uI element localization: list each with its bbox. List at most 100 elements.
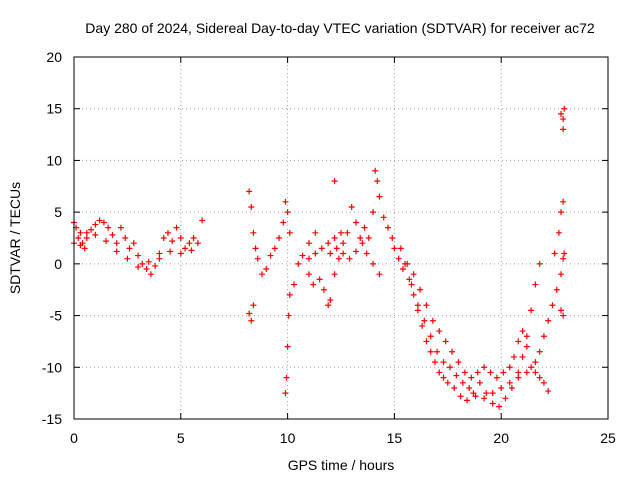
data-point (286, 291, 293, 298)
data-point (331, 235, 338, 241)
data-point (423, 302, 430, 309)
data-point (440, 359, 447, 366)
data-point (444, 379, 451, 386)
data-point (380, 214, 387, 221)
data-point (190, 235, 197, 241)
data-point (346, 255, 353, 262)
y-tick-label: 5 (54, 204, 62, 220)
data-point (258, 271, 265, 278)
data-point (414, 302, 421, 309)
data-point (397, 245, 404, 252)
data-point (553, 286, 560, 293)
data-point (305, 271, 312, 278)
data-point (474, 369, 481, 376)
data-point (124, 255, 131, 262)
data-point (500, 369, 507, 376)
data-point (561, 250, 568, 257)
data-point (186, 240, 193, 247)
data-point (194, 240, 201, 247)
data-point (147, 271, 154, 278)
data-point (560, 116, 567, 123)
data-point (410, 291, 417, 298)
data-point (167, 248, 174, 255)
data-point (406, 276, 413, 283)
data-point (126, 245, 133, 252)
data-point (481, 395, 488, 402)
data-point (489, 390, 496, 397)
data-point (421, 317, 428, 324)
data-point (250, 302, 257, 309)
data-point (109, 231, 116, 238)
x-tick-label: 10 (280, 430, 296, 446)
data-point (145, 258, 152, 265)
data-point (459, 379, 466, 386)
data-point (440, 374, 447, 381)
data-point (139, 260, 146, 267)
data-point (464, 397, 471, 404)
data-point (327, 297, 334, 304)
data-point (427, 348, 434, 355)
data-point (348, 203, 355, 210)
data-point (483, 390, 490, 397)
data-point (461, 369, 468, 376)
data-point (305, 240, 312, 247)
data-point (352, 248, 359, 255)
data-point (508, 384, 515, 391)
data-point (374, 178, 381, 185)
data-point (340, 240, 347, 247)
data-point (453, 372, 460, 379)
data-point (305, 255, 312, 262)
data-point (285, 312, 292, 319)
data-point (299, 252, 306, 259)
data-point (408, 281, 415, 288)
data-point (252, 245, 259, 252)
data-point (523, 369, 530, 376)
y-tick-label: 15 (46, 101, 62, 117)
data-point (88, 226, 95, 233)
data-point (549, 302, 556, 309)
data-point (540, 379, 547, 386)
data-point (434, 348, 441, 355)
data-point (455, 359, 462, 366)
data-point (389, 235, 396, 241)
data-point (560, 198, 567, 205)
data-point (414, 307, 421, 314)
data-point (376, 271, 383, 278)
data-point (519, 328, 526, 335)
data-point (551, 250, 558, 257)
data-point (340, 250, 347, 257)
data-point (555, 229, 562, 236)
data-point (376, 193, 383, 200)
data-point (431, 359, 438, 366)
data-point (283, 374, 290, 381)
x-tick-label: 5 (177, 430, 185, 446)
data-point (370, 260, 377, 267)
data-point (320, 286, 327, 293)
data-point (160, 235, 167, 241)
data-point (372, 167, 379, 174)
data-point (113, 240, 120, 247)
data-point (457, 393, 464, 400)
data-point (103, 238, 110, 245)
data-point (436, 328, 443, 335)
data-point (282, 390, 289, 397)
data-point (295, 260, 302, 267)
data-point (177, 250, 184, 257)
data-point (75, 235, 82, 241)
data-point (357, 235, 364, 241)
data-point (472, 393, 479, 400)
data-point (312, 250, 319, 257)
data-point (169, 238, 176, 245)
data-point (92, 231, 99, 238)
data-point (558, 209, 565, 216)
data-point (391, 245, 398, 252)
data-point (173, 224, 180, 231)
data-point (327, 250, 334, 257)
data-point (331, 271, 338, 278)
data-point (359, 240, 366, 247)
data-point (96, 217, 103, 224)
data-point (558, 307, 565, 314)
data-point (263, 266, 270, 273)
data-point (267, 252, 274, 259)
